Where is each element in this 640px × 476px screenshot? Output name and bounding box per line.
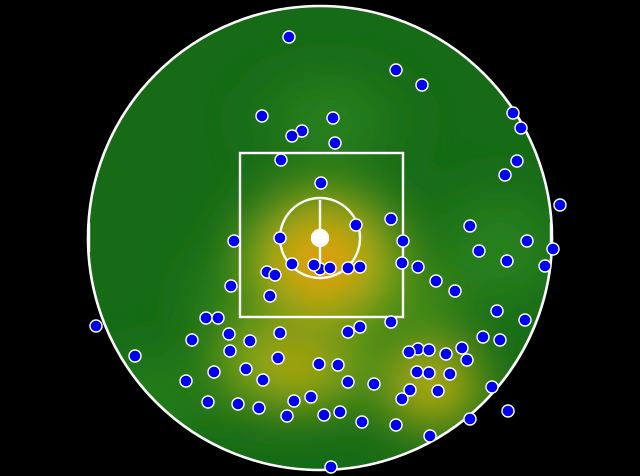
- shot-point[interactable]: [185, 333, 199, 347]
- shot-point[interactable]: [431, 384, 445, 398]
- shot-point[interactable]: [349, 218, 363, 232]
- shot-point[interactable]: [323, 261, 337, 275]
- shot-point[interactable]: [128, 349, 142, 363]
- shot-point[interactable]: [490, 304, 504, 318]
- shot-point[interactable]: [317, 408, 331, 422]
- shot-point[interactable]: [500, 254, 514, 268]
- shot-point[interactable]: [207, 365, 221, 379]
- heat-blob-ring: [490, 241, 510, 259]
- shot-point[interactable]: [324, 460, 338, 474]
- shot-point[interactable]: [506, 106, 520, 120]
- shot-point[interactable]: [546, 242, 560, 256]
- shot-point[interactable]: [460, 353, 474, 367]
- shot-point[interactable]: [273, 326, 287, 340]
- shot-point[interactable]: [256, 373, 270, 387]
- shot-point[interactable]: [439, 347, 453, 361]
- shot-point[interactable]: [553, 198, 567, 212]
- shot-point[interactable]: [493, 333, 507, 347]
- shot-point[interactable]: [367, 377, 381, 391]
- shot-point[interactable]: [455, 341, 469, 355]
- shot-point[interactable]: [341, 325, 355, 339]
- shot-point[interactable]: [201, 395, 215, 409]
- shot-point[interactable]: [423, 429, 437, 443]
- shot-point[interactable]: [415, 78, 429, 92]
- shot-point[interactable]: [355, 415, 369, 429]
- shot-point[interactable]: [252, 401, 266, 415]
- shot-point[interactable]: [353, 260, 367, 274]
- shot-point[interactable]: [422, 343, 436, 357]
- shot-point[interactable]: [403, 383, 417, 397]
- shot-point[interactable]: [280, 409, 294, 423]
- shot-point[interactable]: [472, 244, 486, 258]
- shot-point[interactable]: [89, 319, 103, 333]
- shot-point[interactable]: [285, 129, 299, 143]
- pitch-boundary-circle: [86, 4, 554, 472]
- shot-point[interactable]: [538, 259, 552, 273]
- shot-point[interactable]: [274, 153, 288, 167]
- shot-point[interactable]: [384, 315, 398, 329]
- shot-point[interactable]: [395, 392, 409, 406]
- shot-point[interactable]: [287, 394, 301, 408]
- shot-point[interactable]: [314, 176, 328, 190]
- shot-point[interactable]: [514, 121, 528, 135]
- shot-point[interactable]: [227, 234, 241, 248]
- shot-point[interactable]: [463, 219, 477, 233]
- shot-point[interactable]: [263, 289, 277, 303]
- shot-points-layer: [89, 30, 567, 474]
- shot-point[interactable]: [518, 313, 532, 327]
- shot-point[interactable]: [396, 234, 410, 248]
- shot-point[interactable]: [239, 362, 253, 376]
- shot-point[interactable]: [498, 168, 512, 182]
- shot-point[interactable]: [282, 30, 296, 44]
- shot-point[interactable]: [333, 405, 347, 419]
- shot-point[interactable]: [222, 327, 236, 341]
- shot-point[interactable]: [211, 311, 225, 325]
- shot-point[interactable]: [448, 284, 462, 298]
- shot-point[interactable]: [341, 261, 355, 275]
- shot-point[interactable]: [179, 374, 193, 388]
- shot-point[interactable]: [223, 344, 237, 358]
- shot-point[interactable]: [501, 404, 515, 418]
- shot-point[interactable]: [422, 366, 436, 380]
- shot-point[interactable]: [395, 256, 409, 270]
- shot-point[interactable]: [331, 358, 345, 372]
- shot-point[interactable]: [271, 351, 285, 365]
- shot-point[interactable]: [463, 412, 477, 426]
- shot-point[interactable]: [326, 111, 340, 125]
- shot-point[interactable]: [402, 345, 416, 359]
- shot-point[interactable]: [389, 63, 403, 77]
- shot-point[interactable]: [328, 136, 342, 150]
- shot-point[interactable]: [307, 258, 321, 272]
- centre-spot: [310, 228, 330, 248]
- shot-point[interactable]: [224, 279, 238, 293]
- shot-point[interactable]: [476, 330, 490, 344]
- shot-point[interactable]: [389, 418, 403, 432]
- shot-point[interactable]: [410, 365, 424, 379]
- shot-point[interactable]: [255, 109, 269, 123]
- shot-point[interactable]: [268, 268, 282, 282]
- shot-point[interactable]: [243, 334, 257, 348]
- shot-point[interactable]: [231, 397, 245, 411]
- shot-point[interactable]: [199, 311, 213, 325]
- shot-point[interactable]: [510, 154, 524, 168]
- shot-point[interactable]: [384, 212, 398, 226]
- shot-point[interactable]: [273, 231, 287, 245]
- shot-point[interactable]: [443, 367, 457, 381]
- shot-point[interactable]: [285, 257, 299, 271]
- shot-point[interactable]: [353, 320, 367, 334]
- shot-point[interactable]: [312, 357, 326, 371]
- shot-point[interactable]: [485, 380, 499, 394]
- shot-point[interactable]: [341, 375, 355, 389]
- shot-point[interactable]: [429, 274, 443, 288]
- shot-point[interactable]: [520, 234, 534, 248]
- shot-point[interactable]: [411, 260, 425, 274]
- shot-point[interactable]: [304, 390, 318, 404]
